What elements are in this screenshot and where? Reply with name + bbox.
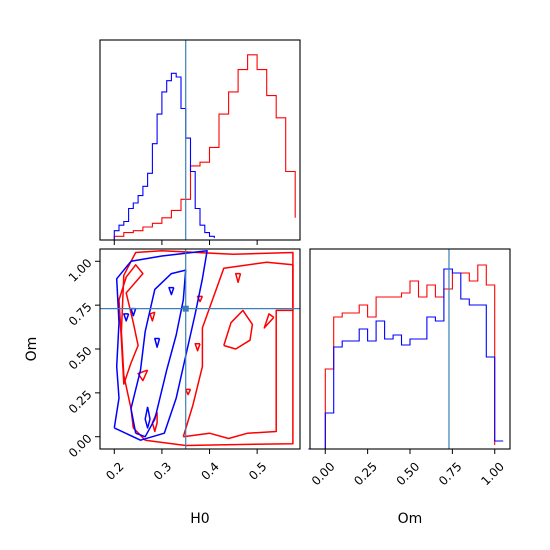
joint-y-tick-label-0: 0.00 (66, 431, 95, 460)
red-contour-6 (149, 311, 156, 322)
joint-y-tick-label-4: 1.00 (66, 256, 95, 285)
joint-y-tick-label-3: 0.75 (66, 300, 95, 329)
blue-contour-4 (154, 337, 161, 348)
joint-x-tick-label-2: 0.4 (198, 459, 221, 482)
red-contour-7 (263, 313, 275, 329)
red-contour-1 (182, 261, 294, 440)
om-x-tick-label-2: 0.50 (394, 459, 423, 488)
red-contour-9 (194, 342, 201, 352)
red-contour-2 (223, 309, 254, 350)
blue-contour-2 (144, 406, 151, 429)
h0-histogram-blue (113, 72, 215, 240)
blue-contour-6 (123, 313, 130, 322)
joint-x-tick-label-0: 0.2 (103, 459, 126, 482)
joint-y-tick-label-2: 0.50 (66, 344, 95, 373)
om-x-tick-label-0: 0.00 (309, 459, 338, 488)
red-contour-11 (234, 272, 242, 284)
om-x-tick-label-4: 1.00 (478, 459, 507, 488)
blue-contour-0 (113, 250, 208, 441)
red-contour-10 (184, 388, 192, 396)
red-contour-5 (137, 369, 149, 382)
om-axis-label-left: Om (24, 337, 40, 362)
om-histogram-red (324, 264, 496, 449)
red-contour-3 (118, 264, 144, 385)
blue-contour-5 (168, 286, 175, 296)
joint-x-tick-label-1: 0.3 (151, 459, 174, 482)
joint-frame (99, 248, 301, 450)
joint-y-tick-label-1: 0.25 (66, 388, 95, 417)
om-histogram-blue (308, 268, 504, 450)
om-marginal-panel: 0.00 0.25 0.50 0.75 1.00 (308, 248, 511, 488)
h0-marginal-frame (99, 39, 301, 241)
om-x-tick-label-1: 0.25 (351, 459, 380, 488)
h0-histogram-red (113, 54, 296, 240)
blue-contour-1 (130, 269, 187, 438)
joint-x-tick-label-3: 0.5 (246, 459, 269, 482)
h0-marginal-panel (99, 39, 301, 245)
truth-marker (182, 305, 189, 312)
om-marginal-frame (309, 248, 511, 450)
om-x-tick-label-3: 0.75 (436, 459, 465, 488)
om-axis-label-bottom: Om (398, 511, 423, 527)
red-contour-0 (120, 250, 294, 447)
h0-axis-label: H0 (190, 511, 209, 527)
h0-om-joint-panel: 0.2 0.3 0.4 0.5 0.00 0.25 0.50 0.75 1.00 (66, 248, 301, 483)
